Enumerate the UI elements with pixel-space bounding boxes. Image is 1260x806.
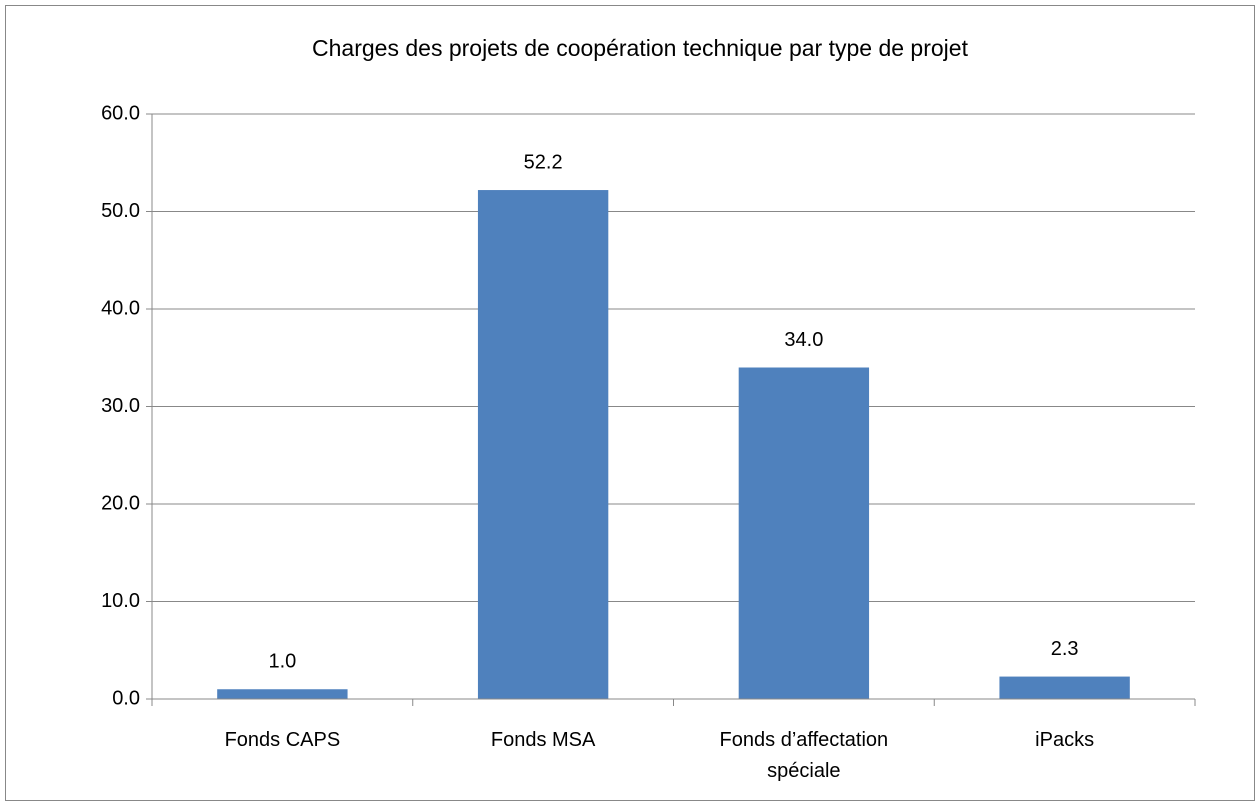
bar xyxy=(738,367,870,699)
data-label: 2.3 xyxy=(1051,638,1079,660)
y-tick-label: 0.0 xyxy=(112,687,140,709)
y-tick-label: 30.0 xyxy=(101,395,140,417)
x-tick-label: Fonds d’affectation spéciale xyxy=(719,729,889,782)
y-tick-label: 60.0 xyxy=(101,102,140,124)
y-tick-label: 40.0 xyxy=(101,297,140,319)
bar xyxy=(217,689,348,699)
x-tick-label: Fonds MSA xyxy=(490,729,596,751)
bar xyxy=(999,676,1130,699)
data-label: 34.0 xyxy=(784,329,823,351)
x-tick-label: Fonds CAPS xyxy=(224,729,341,751)
data-label: 52.2 xyxy=(524,151,563,173)
y-tick-label: 50.0 xyxy=(101,200,140,222)
y-tick-label: 20.0 xyxy=(101,492,140,514)
x-tick-label: iPacks xyxy=(1035,729,1095,751)
y-tick-label: 10.0 xyxy=(101,590,140,612)
chart-title: Charges des projets de coopération techn… xyxy=(312,35,969,61)
bar xyxy=(477,190,609,700)
chart-border xyxy=(5,5,1255,801)
data-label: 1.0 xyxy=(268,651,296,673)
